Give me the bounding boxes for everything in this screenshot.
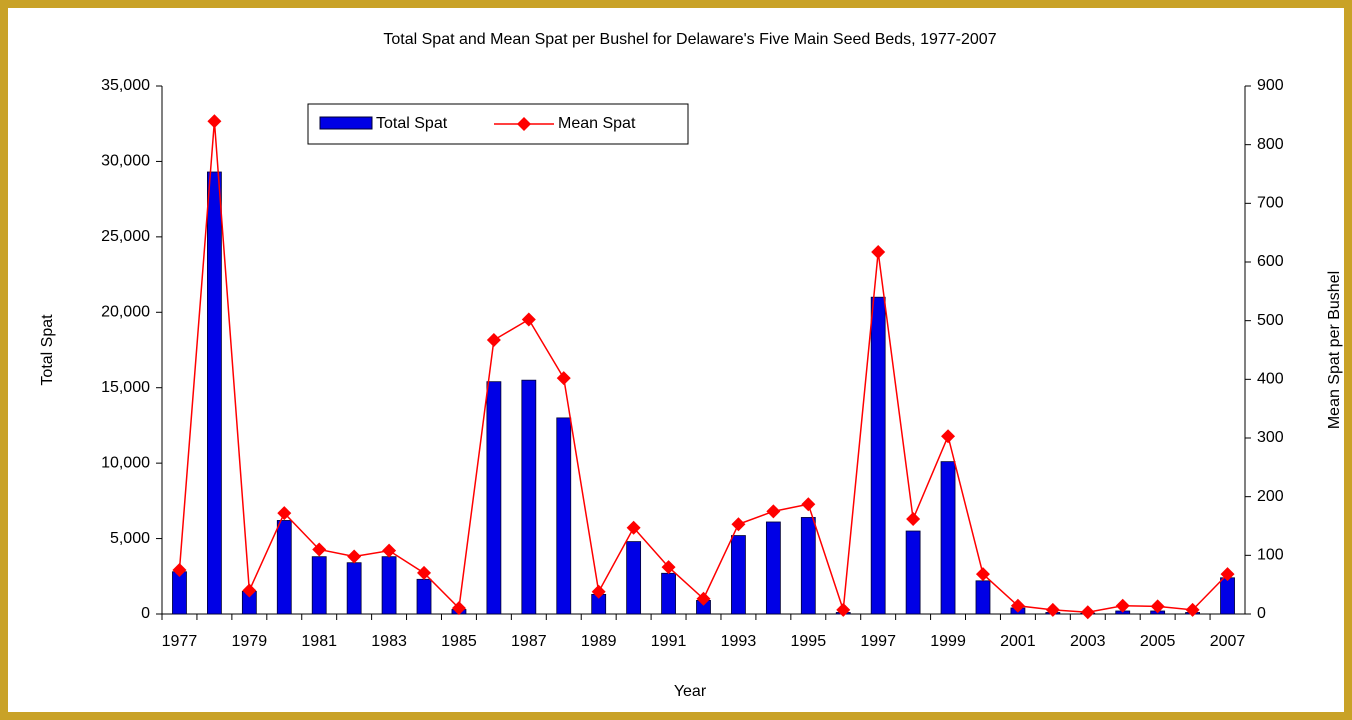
x-tick-label: 2005 — [1140, 633, 1176, 650]
marker — [1115, 598, 1130, 613]
x-tick-label: 1991 — [651, 633, 687, 650]
marker — [766, 504, 781, 519]
marker — [801, 497, 816, 512]
bar — [276, 520, 292, 615]
bar — [731, 535, 746, 615]
marker — [172, 563, 187, 577]
bar — [800, 517, 816, 615]
y2-tick-label: 200 — [1257, 488, 1284, 505]
y2-tick-label: 500 — [1257, 312, 1284, 329]
marker — [347, 549, 362, 564]
marker — [731, 517, 746, 532]
x-tick-label: 1997 — [860, 633, 896, 650]
y2-tick-label: 0 — [1257, 605, 1266, 622]
bar — [311, 556, 327, 615]
x-tick-label: 1987 — [511, 633, 547, 650]
bar — [556, 417, 572, 615]
chart-title: Total Spat and Mean Spat per Bushel for … — [383, 31, 996, 48]
marker — [1010, 598, 1025, 613]
bar — [626, 541, 642, 615]
marker — [1080, 605, 1095, 620]
marker — [277, 506, 292, 521]
y-tick-label: 0 — [141, 605, 150, 622]
marker — [1185, 602, 1200, 617]
bar — [765, 521, 781, 615]
x-tick-label: 1977 — [162, 633, 198, 650]
marker — [486, 333, 501, 348]
marker — [556, 371, 571, 386]
legend-label: Mean Spat — [558, 115, 636, 132]
bar — [905, 530, 921, 615]
x-tick-label: 1985 — [441, 633, 477, 650]
legend-swatch — [517, 117, 531, 131]
y-tick-label: 5,000 — [110, 530, 150, 547]
x-tick-label: 1995 — [791, 633, 827, 650]
y2-tick-label: 900 — [1257, 77, 1284, 94]
y2-tick-label: 400 — [1257, 371, 1284, 388]
marker — [1045, 602, 1060, 617]
marker — [975, 567, 990, 582]
bar — [870, 296, 886, 615]
bar — [975, 580, 991, 615]
bar — [346, 562, 362, 615]
bar — [172, 571, 187, 615]
marker — [242, 583, 257, 598]
marker — [696, 591, 711, 606]
marker — [591, 584, 606, 599]
x-tick-label: 1981 — [301, 633, 337, 650]
marker — [451, 601, 466, 616]
x-tick-label: 2003 — [1070, 633, 1106, 650]
y2-tick-label: 700 — [1257, 195, 1284, 212]
bar — [416, 578, 432, 615]
x-tick-label: 1983 — [371, 633, 407, 650]
marker — [906, 511, 921, 526]
x-tick-label: 1993 — [721, 633, 757, 650]
bar — [940, 461, 956, 615]
y2-tick-label: 300 — [1257, 429, 1284, 446]
marker — [382, 543, 397, 558]
y2-tick-label: 800 — [1257, 136, 1284, 153]
y2-tick-label: 600 — [1257, 253, 1284, 270]
y-tick-label: 30,000 — [101, 153, 150, 170]
marker — [417, 565, 432, 580]
marker — [871, 245, 886, 260]
bar — [1220, 577, 1235, 615]
x-tick-label: 1989 — [581, 633, 617, 650]
bar — [207, 171, 222, 615]
bar — [661, 572, 676, 615]
x-tick-label: 1979 — [232, 633, 268, 650]
y-tick-label: 15,000 — [101, 379, 150, 396]
x-tick-label: 1999 — [930, 633, 966, 650]
marker — [312, 542, 327, 557]
x-tick-label: 2001 — [1000, 633, 1036, 650]
y2-axis-label: Mean Spat per Bushel — [1326, 271, 1343, 429]
marker — [626, 520, 641, 535]
y-tick-label: 25,000 — [101, 228, 150, 245]
bar — [381, 556, 397, 615]
x-tick-label: 2007 — [1210, 633, 1246, 650]
legend-swatch — [319, 116, 373, 130]
x-axis-label: Year — [674, 683, 707, 700]
y-tick-label: 35,000 — [101, 77, 150, 94]
y-tick-label: 10,000 — [101, 454, 150, 471]
marker — [836, 602, 851, 617]
marker — [941, 429, 956, 444]
bar — [521, 379, 537, 615]
y2-tick-label: 100 — [1257, 547, 1284, 564]
marker — [521, 312, 536, 327]
bar — [486, 381, 502, 615]
marker — [207, 114, 222, 129]
legend-label: Total Spat — [376, 115, 448, 132]
marker — [1220, 567, 1235, 582]
y-tick-label: 20,000 — [101, 304, 150, 321]
marker — [1150, 599, 1165, 614]
marker — [661, 560, 676, 575]
y-axis-label: Total Spat — [39, 314, 56, 386]
